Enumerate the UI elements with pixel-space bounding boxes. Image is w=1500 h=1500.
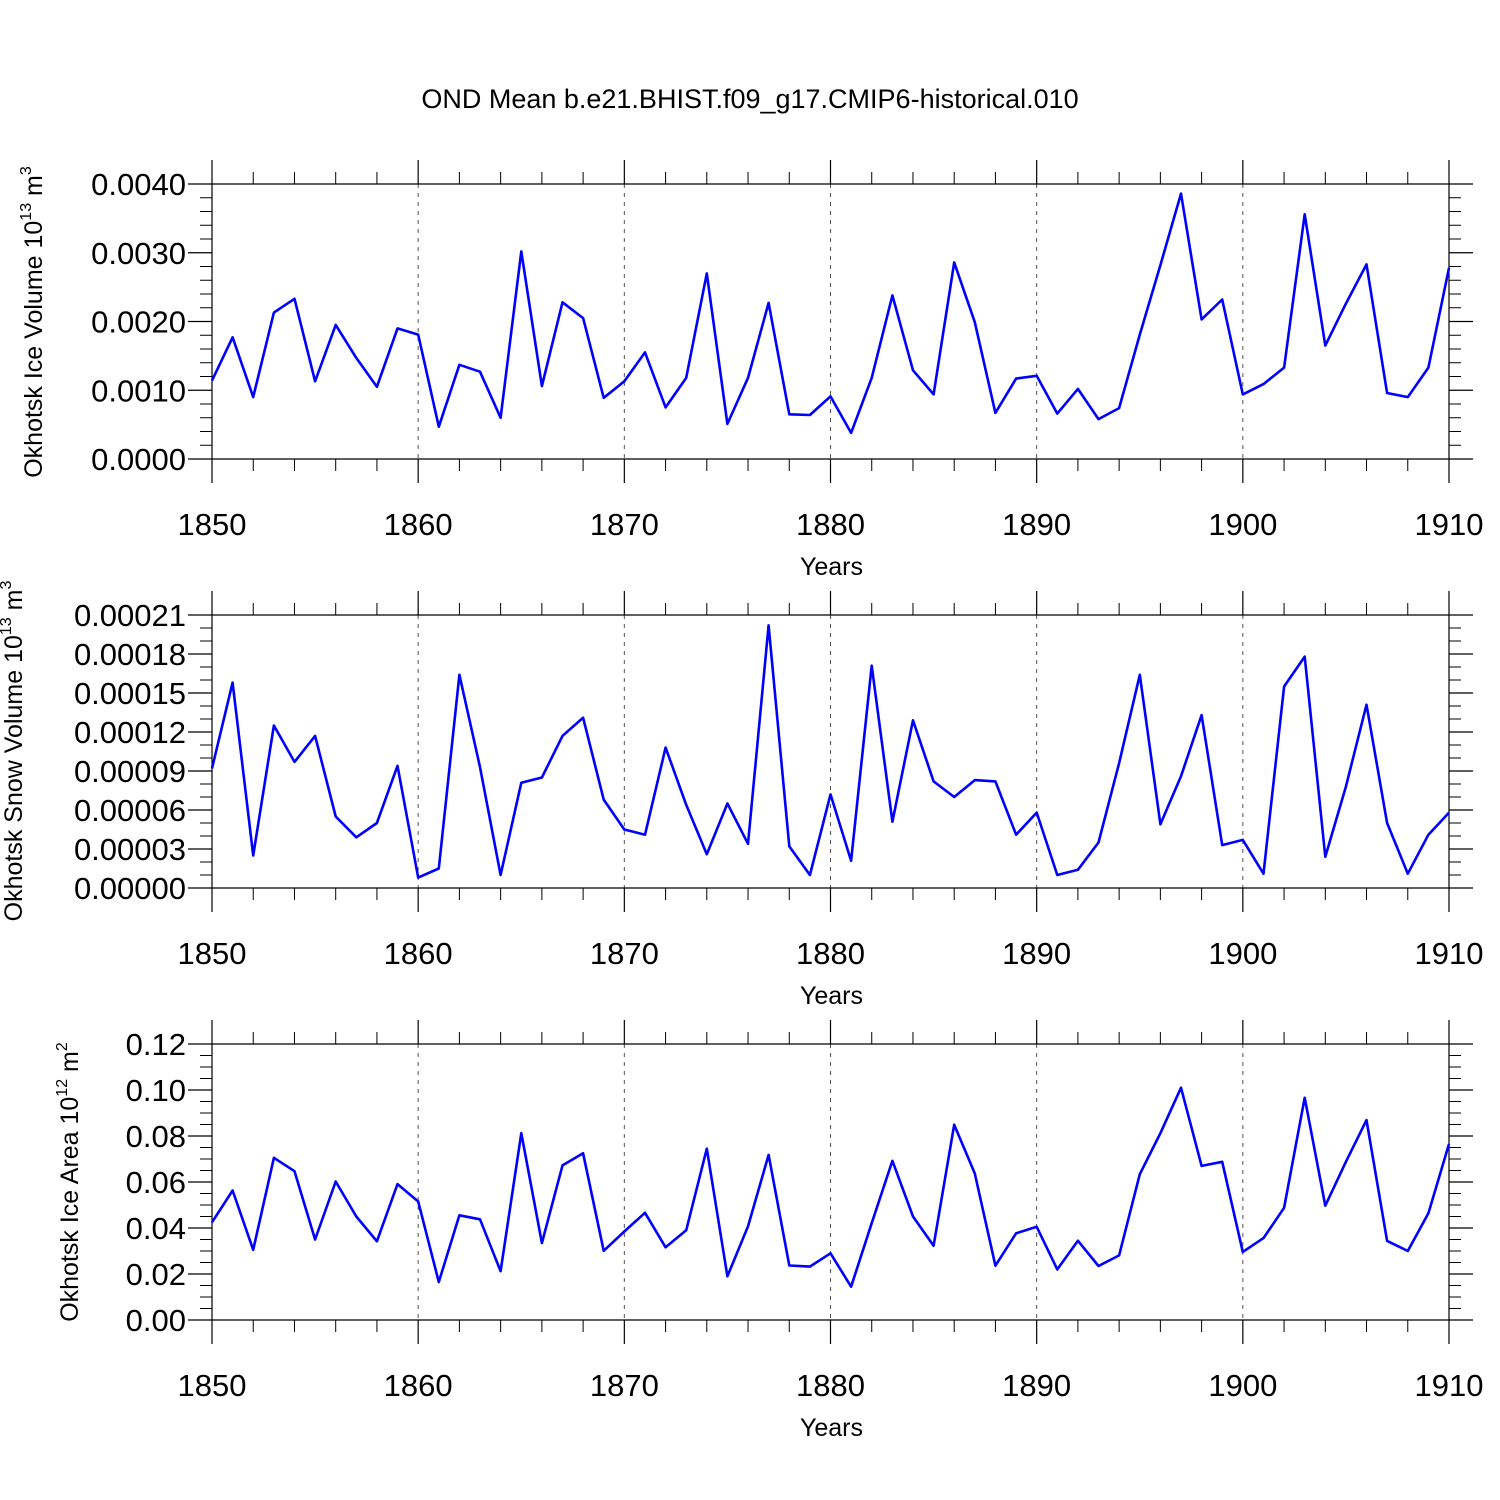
series-line: [210, 1086, 1451, 1288]
y-axis-label-unit: m: [56, 1051, 84, 1079]
y-tick-label: 0.12: [126, 1027, 186, 1062]
y-tick-label: 0.0040: [91, 167, 186, 202]
x-tick-label: 1880: [796, 507, 865, 542]
y-tick-label: 0.02: [126, 1257, 186, 1292]
x-tick-label: 1900: [1208, 507, 1277, 542]
x-tick-label: 1860: [384, 507, 453, 542]
y-tick-label: 0.10: [126, 1073, 186, 1108]
x-tick-label: 1890: [1002, 936, 1071, 971]
chart-title: OND Mean b.e21.BHIST.f09_g17.CMIP6-histo…: [421, 84, 1078, 114]
y-tick-label: 0.04: [126, 1211, 186, 1246]
y-axis-label: Okhotsk Ice Volume 1013 m3: [18, 166, 48, 478]
x-tick-label: 1850: [178, 1368, 247, 1403]
y-axis-label-unit-exponent: 2: [54, 1042, 71, 1051]
y-tick-label: 0.0010: [91, 373, 186, 408]
y-tick-label: 0.00003: [74, 832, 186, 867]
y-axis-label-exponent: 13: [0, 617, 15, 635]
y-axis-label-main: Okhotsk Snow Volume 10: [0, 635, 28, 921]
y-axis-label-unit: m: [0, 590, 28, 618]
y-tick-label: 0.00: [126, 1303, 186, 1338]
y-tick-label: 0.0030: [91, 236, 186, 271]
x-tick-label: 1910: [1415, 1368, 1484, 1403]
x-axis-label: Years: [800, 1414, 863, 1442]
x-tick-label: 1860: [384, 936, 453, 971]
y-axis-label-main: Okhotsk Ice Area 10: [56, 1097, 84, 1322]
y-tick-label: 0.00006: [74, 793, 186, 828]
panel-2: 1850 1860 1870 1880 1890 1900 1910 0.00000 0.000…: [0, 581, 1483, 1010]
panel-1: 1850 1860 1870 1880 1890 1900 1910 0.0000 0.0010…: [18, 160, 1483, 581]
y-tick-label: 0.00018: [74, 637, 186, 672]
x-tick-label: 1910: [1415, 936, 1484, 971]
x-tick-label: 1890: [1002, 507, 1071, 542]
y-axis-label-exponent: 12: [54, 1079, 71, 1097]
x-tick-label: 1900: [1208, 1368, 1277, 1403]
y-axis-label-main: Okhotsk Ice Volume 10: [20, 221, 48, 478]
panel-3: 1850 1860 1870 1880 1890 1900 1910 0.00 0.02 0.04…: [54, 1020, 1483, 1442]
y-axis-label: Okhotsk Ice Area 1012 m2: [54, 1042, 84, 1322]
x-tick-label: 1880: [796, 936, 865, 971]
x-tick-label: 1900: [1208, 936, 1277, 971]
y-tick-label: 0.00012: [74, 715, 186, 750]
y-axis-label-unit-exponent: 3: [0, 581, 15, 590]
y-tick-label: 0.06: [126, 1165, 186, 1200]
y-tick-label: 0.00000: [74, 871, 186, 906]
y-axis-label-unit-exponent: 3: [18, 166, 35, 175]
series-line: [210, 624, 1450, 879]
y-tick-label: 0.08: [126, 1119, 186, 1154]
x-tick-label: 1870: [590, 936, 659, 971]
y-axis-label: Okhotsk Snow Volume 1013 m3: [0, 581, 28, 922]
x-tick-label: 1870: [590, 507, 659, 542]
x-tick-label: 1850: [178, 936, 247, 971]
x-tick-label: 1890: [1002, 1368, 1071, 1403]
y-axis-label-exponent: 13: [18, 203, 35, 221]
series-line: [210, 192, 1451, 435]
y-tick-label: 0.00021: [74, 598, 186, 633]
x-tick-label: 1880: [796, 1368, 865, 1403]
panels: 1850 1860 1870 1880 1890 1900 1910 0.0000 0.0010…: [0, 160, 1483, 1442]
y-tick-label: 0.0000: [91, 442, 186, 477]
x-tick-label: 1860: [384, 1368, 453, 1403]
y-tick-label: 0.0020: [91, 305, 186, 340]
x-axis-label: Years: [800, 982, 863, 1010]
x-tick-label: 1910: [1415, 507, 1484, 542]
x-tick-label: 1870: [590, 1368, 659, 1403]
y-axis-label-unit: m: [20, 175, 48, 203]
x-axis-label: Years: [800, 553, 863, 581]
y-tick-label: 0.00009: [74, 754, 186, 789]
x-tick-label: 1850: [178, 507, 247, 542]
y-tick-label: 0.00015: [74, 676, 186, 711]
